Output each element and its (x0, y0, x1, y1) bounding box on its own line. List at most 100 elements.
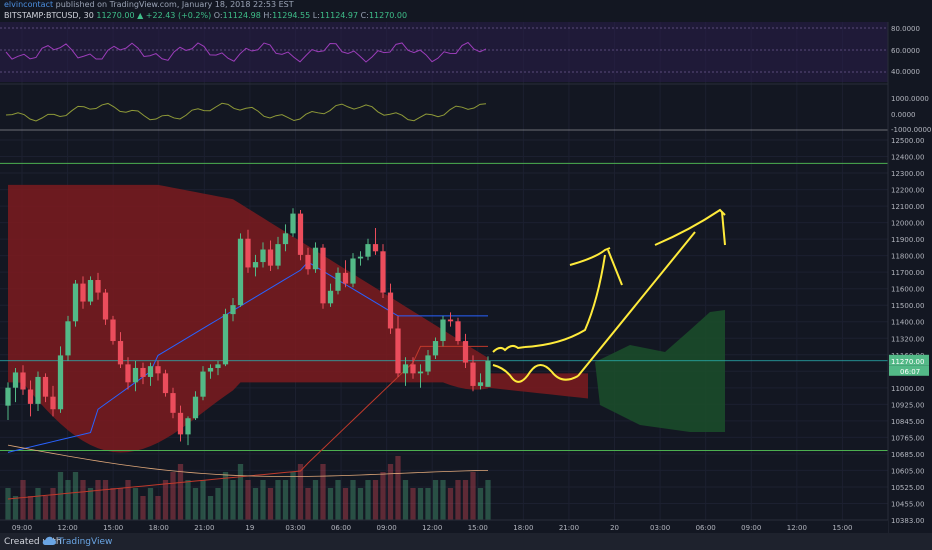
candle-body (155, 366, 161, 374)
author-link[interactable]: elvincontact (4, 0, 54, 9)
candle-body (462, 341, 469, 363)
time-tick-label: 12:00 (787, 524, 807, 532)
price-tick-label: 10765.00 (891, 434, 924, 442)
candle-body (380, 251, 386, 293)
volume-bar (432, 480, 439, 520)
volume-bar (5, 488, 11, 520)
rsi-line (5, 41, 487, 63)
candle-body (102, 292, 109, 320)
candle-body (387, 292, 394, 329)
last-price: 11270.00 (96, 11, 135, 20)
candle-body (125, 364, 131, 383)
annotation-arrowhead-1 (569, 247, 611, 266)
countdown-badge-text: 06:07 (900, 368, 920, 376)
volume-bar (35, 488, 41, 520)
price-tick-label: 11900.00 (891, 236, 924, 244)
candle-body (80, 283, 86, 302)
volume-bar (320, 464, 326, 520)
volume-bar (170, 472, 176, 520)
annotation-arrowhead-2b (721, 211, 726, 246)
time-tick-label: 15:00 (832, 524, 852, 532)
volume-bar (147, 488, 154, 520)
volume-bar (42, 496, 49, 520)
tradingview-cloud-icon (42, 536, 56, 545)
price-tick-label: 10685.00 (891, 451, 924, 459)
volume-bar (102, 480, 109, 520)
volume-bar (312, 480, 319, 520)
price-tick-label: 12100.00 (891, 203, 924, 211)
volume-bar (342, 488, 349, 520)
volume-bar (282, 480, 289, 520)
rsi-pane (0, 22, 888, 85)
price-tick-label: 10605.00 (891, 467, 924, 475)
candle-body (350, 258, 356, 284)
volume-bar (57, 472, 64, 520)
price-tick-label: 11000.00 (891, 385, 924, 393)
volume-bar (365, 480, 371, 520)
candles (5, 208, 491, 446)
annotation-arrowhead-1b (607, 249, 623, 286)
symbol-info: BITSTAMP:BTCUSD, 30 11270.00 ▲ +22.43 (+… (4, 11, 407, 22)
volume-bar (185, 480, 191, 520)
candle-body (260, 249, 266, 263)
candle-body (35, 376, 41, 404)
candle-body (177, 412, 184, 435)
candle-body (455, 321, 461, 342)
time-axis[interactable]: 09:00 12:00 15:00 18:00 21:00 19 03:00 06:00 09:… (0, 519, 888, 533)
candle-body (245, 238, 251, 268)
volume-bar (125, 480, 131, 520)
volume-bar (410, 488, 416, 520)
volume-bar (245, 480, 251, 520)
price-axis[interactable]: 12500.00 12400.00 12300.00 12200.00 12100.00… (887, 22, 932, 533)
price-chart[interactable]: 12500.00 12400.00 12300.00 12200.00 12100.00… (0, 0, 932, 533)
price-tick-label: 11600.00 (891, 286, 924, 294)
volume-bar (230, 480, 236, 520)
volume-bar (455, 480, 461, 520)
time-tick-label: 09:00 (12, 524, 32, 532)
volume-bar (215, 488, 221, 520)
candle-body (185, 418, 191, 435)
candle-body (20, 372, 26, 390)
footer: Created with TradingView (0, 533, 932, 550)
candle-body (312, 247, 319, 270)
price-tick-label: 12000.00 (891, 220, 924, 228)
volume-bar (27, 496, 34, 520)
volume-bar (20, 480, 26, 520)
candle-body (50, 396, 56, 410)
low-value: 11124.97 (319, 11, 359, 20)
volume-bar (402, 480, 409, 520)
candle-body (147, 366, 154, 377)
price-change: ▲ +22.43 (+0.2%) (137, 11, 212, 20)
candle-body (477, 382, 484, 386)
candle-body (357, 256, 364, 259)
candle-body (275, 244, 281, 266)
volume-bar (425, 488, 431, 520)
oscillator-tick-label: 1000.0000 (891, 95, 929, 103)
price-tick-label: 12500.00 (891, 137, 924, 145)
price-tick-label: 12300.00 (891, 170, 924, 178)
candle-body (237, 238, 244, 306)
volume-bar (252, 488, 259, 520)
volume-bar (72, 472, 79, 520)
candle-body (252, 262, 259, 268)
volume-bar (260, 480, 266, 520)
publish-info: elvincontact published on TradingView.co… (4, 0, 294, 11)
volume-bar (350, 480, 356, 520)
time-tick-label: 03:00 (650, 524, 670, 532)
volume-bar (380, 472, 386, 520)
candle-body (297, 213, 304, 255)
volume-bar (177, 464, 184, 520)
bullish-cloud (595, 310, 725, 432)
tradingview-brand[interactable]: TradingView (58, 537, 113, 547)
time-tick-label: 19 (245, 524, 254, 532)
open-label: O: (213, 11, 223, 20)
time-tick-label: 09:00 (377, 524, 397, 532)
candle-body (305, 254, 311, 270)
publish-text: published on TradingView.com, January 18… (55, 0, 294, 9)
candle-body (95, 280, 101, 293)
volume-bar (485, 480, 491, 520)
candle-body (5, 387, 11, 406)
candle-body (440, 319, 446, 342)
candle-body (432, 341, 439, 356)
time-tick-label: 15:00 (468, 524, 488, 532)
